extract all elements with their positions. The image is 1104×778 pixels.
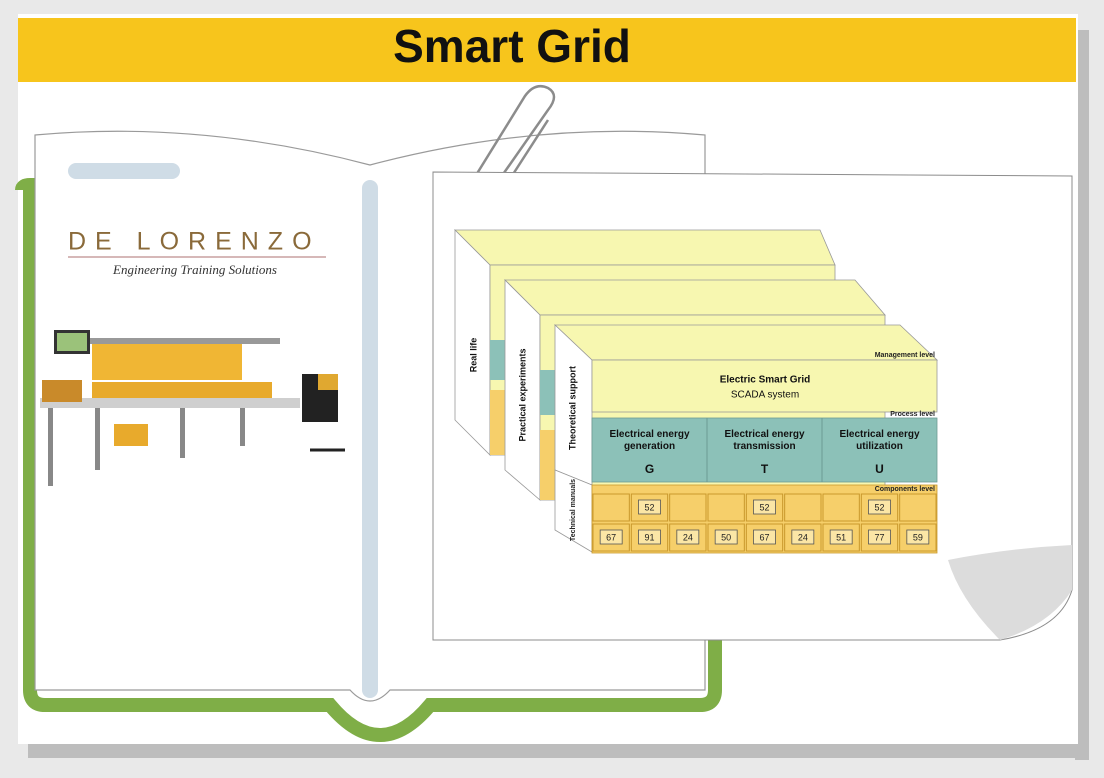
logo-tagline: Engineering Training Solutions [112,262,277,277]
book-spine [362,180,378,698]
component-number: 50 [721,532,731,542]
process-letter: T [761,462,769,476]
process-letter: U [875,462,884,476]
level-label: Components level [875,486,935,493]
component-number: 67 [759,532,769,542]
component-number: 24 [683,532,693,542]
component-cell [823,494,859,521]
component-number: 51 [836,532,846,542]
component-cell [708,494,744,521]
component-number: 52 [874,502,884,512]
bookmark [68,163,180,179]
management-subtitle: SCADA system [731,390,799,401]
process-letter: G [645,462,654,476]
layer-label: Real life [468,338,478,373]
slide-title: Smart Grid [393,20,631,72]
component-cell [785,494,821,521]
layer-label: Theoretical support [567,366,577,450]
component-cell [670,494,706,521]
shadow [28,742,1088,758]
component-number: 59 [913,532,923,542]
component-cell [900,494,936,521]
logo-name: DE LORENZO [68,228,321,256]
slide: Smart Grid DE LORENZO Engineering Traini… [0,0,1104,778]
component-number: 91 [644,532,654,542]
level-label: Process level [890,411,935,418]
management-title: Electric Smart Grid [720,375,811,386]
component-number: 52 [644,502,654,512]
component-cell [593,494,629,521]
component-number: 67 [606,532,616,542]
level-label: Management level [875,352,935,359]
layer-label: Practical experiments [517,348,527,441]
component-number: 24 [798,532,808,542]
component-number: 77 [874,532,884,542]
layer-label: Technical manuals [570,479,577,541]
component-number: 52 [759,502,769,512]
